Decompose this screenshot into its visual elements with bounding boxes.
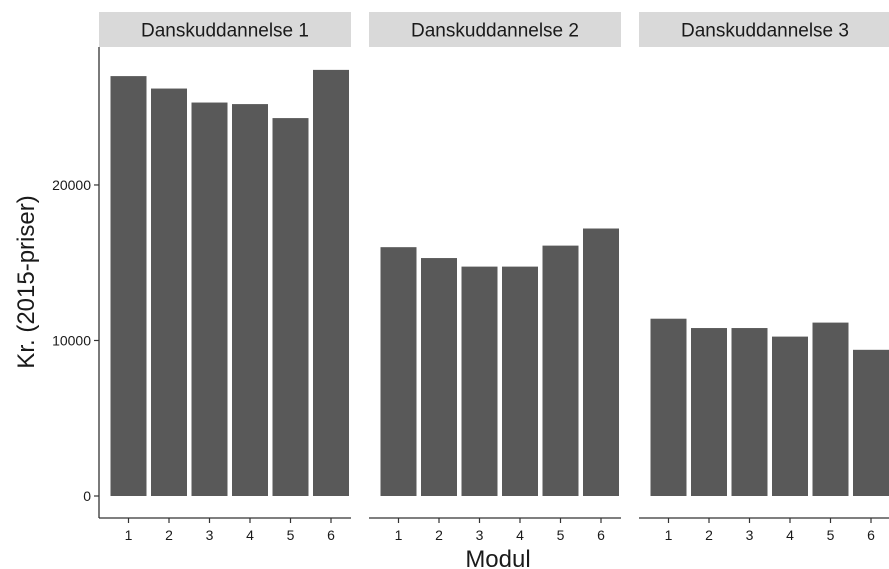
facet-strip xyxy=(369,12,621,47)
y-axis: 0 10000 20000 xyxy=(52,47,100,518)
facet-panel: Danskuddannelse 2 1 2 3 4 5 6 xyxy=(369,12,621,543)
bar xyxy=(461,266,498,496)
bar xyxy=(191,102,228,496)
bar xyxy=(421,258,457,496)
bar xyxy=(772,336,808,496)
facet-strip-label: Danskuddannelse 1 xyxy=(141,21,309,42)
facet-panel: Danskuddannelse 3 1 2 3 4 5 6 xyxy=(639,12,889,543)
bar xyxy=(691,328,727,496)
bar xyxy=(272,118,309,496)
x-tick-label: 4 xyxy=(246,527,254,543)
bar xyxy=(853,349,889,496)
x-tick-label: 4 xyxy=(516,527,524,543)
facet-strip xyxy=(639,12,889,47)
x-tick-label: 4 xyxy=(786,527,794,543)
bar xyxy=(542,245,579,496)
bar xyxy=(502,266,538,496)
y-tick-label: 0 xyxy=(83,488,91,504)
bar xyxy=(731,328,768,496)
facet-panel: Danskuddannelse 1 1 2 3 4 5 6 xyxy=(99,12,351,543)
x-tick-label: 1 xyxy=(125,527,133,543)
facet-strip xyxy=(99,12,351,47)
y-tick-label: 20000 xyxy=(52,177,91,193)
y-axis-title: Kr. (2015-priser) xyxy=(13,195,40,368)
x-tick-label: 5 xyxy=(287,527,295,543)
x-tick-label: 3 xyxy=(476,527,484,543)
x-tick-label: 2 xyxy=(165,527,173,543)
x-tick-label: 2 xyxy=(435,527,443,543)
y-tick-label: 10000 xyxy=(52,332,91,348)
bar xyxy=(812,322,849,496)
x-tick-label: 1 xyxy=(395,527,403,543)
x-tick-label: 6 xyxy=(867,527,875,543)
x-tick-label: 5 xyxy=(557,527,565,543)
bar xyxy=(583,228,619,496)
x-tick-label: 3 xyxy=(206,527,214,543)
bar xyxy=(313,69,349,497)
bar xyxy=(232,104,268,496)
x-tick-label: 6 xyxy=(327,527,335,543)
facet-strip-label: Danskuddannelse 3 xyxy=(681,21,849,42)
bar xyxy=(650,318,687,496)
bar xyxy=(151,88,187,496)
x-tick-label: 6 xyxy=(597,527,605,543)
x-tick-label: 3 xyxy=(746,527,754,543)
x-tick-label: 5 xyxy=(827,527,835,543)
x-tick-label: 1 xyxy=(665,527,673,543)
facet-strip-label: Danskuddannelse 2 xyxy=(411,21,579,42)
bar xyxy=(110,76,147,496)
bar xyxy=(380,247,417,496)
x-tick-label: 2 xyxy=(705,527,713,543)
x-axis-title: Modul xyxy=(465,546,530,569)
